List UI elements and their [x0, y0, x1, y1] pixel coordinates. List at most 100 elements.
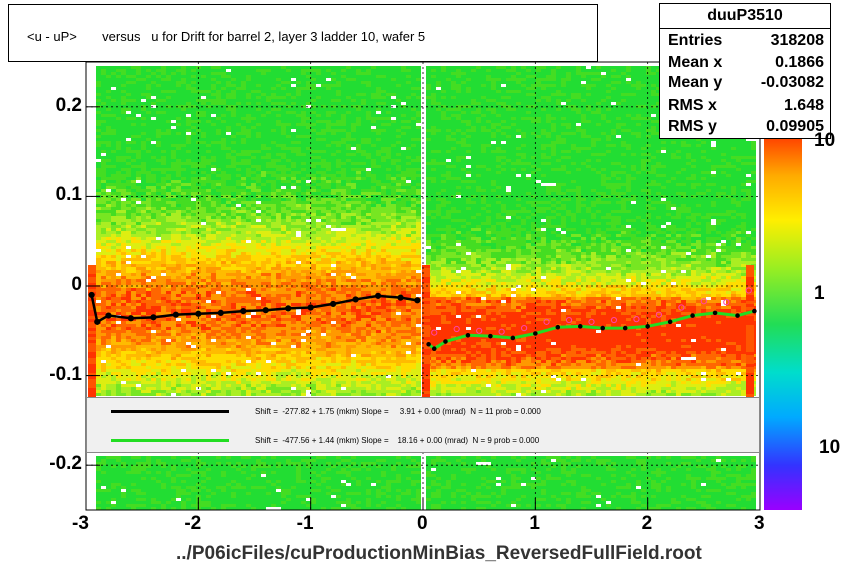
heatmap-cell: [111, 333, 116, 336]
heatmap-cell: [101, 252, 106, 255]
heatmap-cell: [161, 471, 166, 474]
heatmap-cell: [246, 219, 251, 222]
heatmap-cell: [226, 108, 231, 111]
heatmap-cell: [106, 288, 111, 291]
heatmap-cell: [166, 168, 171, 171]
heatmap-cell: [196, 183, 201, 186]
heatmap-cell: [121, 165, 126, 168]
heatmap-cell: [266, 243, 271, 246]
heatmap-cell: [101, 372, 106, 375]
heatmap-cell: [131, 93, 136, 96]
heatmap-cell: [266, 246, 271, 249]
heatmap-cell: [136, 225, 141, 228]
heatmap-cell: [141, 477, 146, 480]
heatmap-cell: [186, 357, 191, 360]
heatmap-cell: [201, 117, 206, 120]
heatmap-cell: [131, 156, 136, 159]
heatmap-cell: [176, 282, 181, 285]
heatmap-cell: [226, 153, 231, 156]
heatmap-cell: [266, 216, 271, 219]
heatmap-cell: [256, 111, 261, 114]
heatmap-cell: [101, 336, 106, 339]
heatmap-cell: [121, 201, 126, 204]
heatmap-cell: [101, 147, 106, 150]
heatmap-cell: [106, 276, 111, 279]
heatmap-cell: [206, 117, 211, 120]
heatmap-cell: [96, 360, 101, 363]
heatmap-cell: [146, 222, 151, 225]
heatmap-cell: [251, 96, 256, 99]
heatmap-cell: [106, 168, 111, 171]
heatmap-cell: [126, 381, 131, 384]
heatmap-cell: [281, 348, 286, 351]
heatmap-cell: [106, 279, 111, 282]
heatmap-cell: [116, 282, 121, 285]
heatmap-cell: [246, 225, 251, 228]
heatmap-cell: [191, 486, 196, 489]
heatmap-cell: [261, 477, 266, 480]
heatmap-cell: [261, 378, 266, 381]
heatmap-cell: [286, 327, 291, 330]
heatmap-cell: [186, 243, 191, 246]
heatmap-cell: [166, 366, 171, 369]
heatmap-cell: [106, 156, 111, 159]
heatmap-cell: [271, 261, 276, 264]
heatmap-cell: [141, 126, 146, 129]
heatmap-cell: [191, 108, 196, 111]
heatmap-cell: [261, 183, 266, 186]
heatmap-cell: [231, 132, 236, 135]
heatmap-cell: [276, 321, 281, 324]
heatmap-cell: [116, 366, 121, 369]
heatmap-cell: [291, 228, 296, 231]
heatmap-cell: [236, 318, 241, 321]
heatmap-cell: [151, 357, 156, 360]
heatmap-cell: [286, 270, 291, 273]
heatmap-cell: [106, 231, 111, 234]
heatmap-cell: [211, 105, 216, 108]
heatmap-cell: [181, 375, 186, 378]
heatmap-cell: [156, 507, 161, 510]
heatmap-cell: [131, 183, 136, 186]
heatmap-cell: [186, 315, 191, 318]
heatmap-cell: [201, 180, 206, 183]
heatmap-cell: [161, 486, 166, 489]
heatmap-cell: [176, 135, 181, 138]
heatmap-cell: [241, 294, 246, 297]
heatmap-cell: [261, 93, 266, 96]
heatmap-cell: [101, 324, 106, 327]
heatmap-cell: [261, 348, 266, 351]
heatmap-cell: [261, 180, 266, 183]
heatmap-cell: [191, 270, 196, 273]
heatmap-cell: [226, 102, 231, 105]
heatmap-cell: [96, 84, 101, 87]
heatmap-cell: [151, 507, 156, 510]
heatmap-cell: [236, 474, 241, 477]
heatmap-cell: [241, 321, 246, 324]
heatmap-cell: [186, 348, 191, 351]
heatmap-cell: [176, 105, 181, 108]
heatmap-cell: [161, 258, 166, 261]
heatmap-cell: [191, 66, 196, 69]
heatmap-cell: [116, 291, 121, 294]
heatmap-cell: [276, 294, 281, 297]
heatmap-cell: [266, 270, 271, 273]
heatmap-cell: [131, 72, 136, 75]
heatmap-cell: [291, 213, 296, 216]
heatmap-cell: [111, 282, 116, 285]
heatmap-cell: [111, 486, 116, 489]
heatmap-cell: [146, 456, 151, 459]
heatmap-cell: [116, 102, 121, 105]
heatmap-cell: [176, 297, 181, 300]
heatmap-cell: [201, 240, 206, 243]
heatmap-cell: [256, 153, 261, 156]
heatmap-cell: [251, 189, 256, 192]
heatmap-cell: [216, 222, 221, 225]
heatmap-cell: [161, 492, 166, 495]
heatmap-cell: [166, 378, 171, 381]
heatmap-cell: [146, 489, 151, 492]
heatmap-cell: [291, 273, 296, 276]
heatmap-cell: [216, 375, 221, 378]
heatmap-cell: [186, 318, 191, 321]
heatmap-cell: [126, 72, 131, 75]
heatmap-cell: [176, 348, 181, 351]
